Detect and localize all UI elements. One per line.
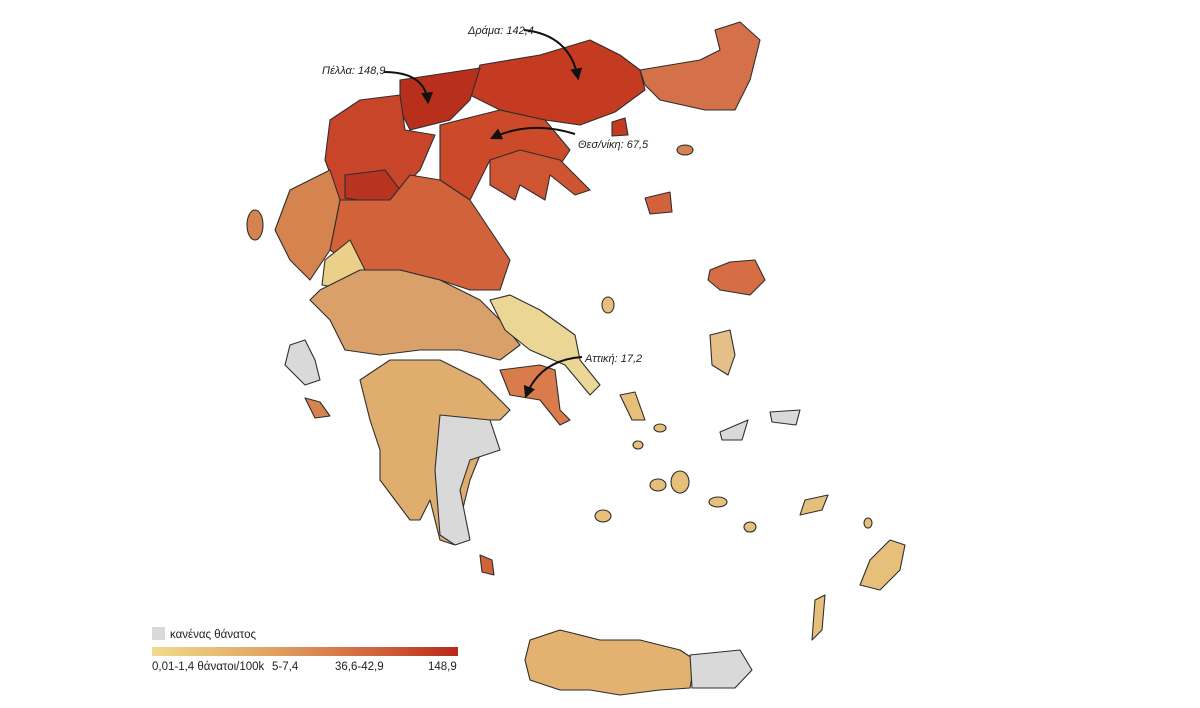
legend-scale-label: 0,01-1,4 θάνατοι/100k: [152, 661, 265, 673]
region: [619, 391, 646, 421]
island: [676, 144, 694, 156]
island: [670, 470, 690, 494]
region: [707, 259, 766, 296]
island: [246, 209, 264, 241]
region: [689, 649, 753, 689]
region: [859, 539, 906, 591]
legend-scale-label: 5-7,4: [272, 661, 299, 673]
island: [863, 517, 873, 529]
annotation: Θεσ/νίκη: 67,5: [578, 139, 649, 151]
island: [653, 423, 667, 433]
region: [644, 191, 673, 215]
arrow: [523, 29, 583, 81]
region: [719, 419, 749, 441]
island: [649, 478, 667, 492]
annotation: Πέλλα: 148,9: [322, 65, 385, 77]
region: [309, 269, 521, 361]
region: [284, 339, 321, 386]
region: [709, 329, 736, 376]
annotation: Αττική: 17,2: [584, 353, 642, 365]
annotation: Δράμα: 142,4: [467, 25, 534, 37]
legend: κανένας θάνατος 0,01-1,4 θάνατοι/100k 5-…: [152, 627, 458, 673]
region: [524, 629, 696, 696]
region: [479, 554, 495, 576]
legend-gradient: [152, 647, 458, 656]
region: [639, 21, 761, 111]
island: [601, 296, 615, 314]
arrow: [523, 356, 583, 399]
legend-swatch: [152, 627, 165, 640]
island: [743, 521, 757, 533]
region: [304, 397, 331, 419]
island: [708, 496, 728, 508]
arrow: [489, 126, 576, 140]
arrow: [383, 71, 434, 105]
legend-scale-label: 36,6-42,9: [335, 661, 384, 673]
region: [799, 494, 829, 516]
region: [489, 294, 601, 396]
legend-label: κανένας θάνατος: [170, 629, 256, 641]
region: [769, 409, 801, 426]
legend-scale-label: 148,9: [428, 661, 457, 673]
region: [469, 39, 646, 126]
region: [434, 414, 501, 546]
island: [594, 509, 612, 523]
region: [489, 149, 591, 201]
region: [811, 594, 826, 641]
region: [611, 117, 629, 137]
region: [274, 169, 341, 281]
region: [499, 364, 571, 426]
regions: [246, 21, 906, 696]
island: [632, 440, 644, 450]
annotations: [383, 29, 583, 399]
